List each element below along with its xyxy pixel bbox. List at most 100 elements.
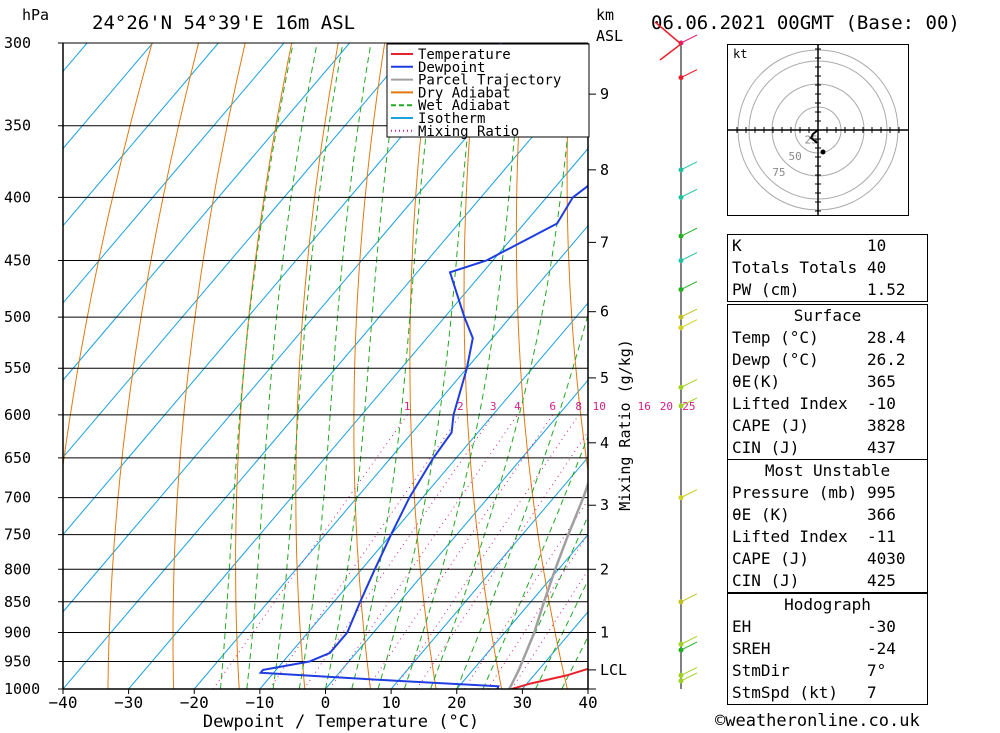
index-row: Temp (°C) 28.4 bbox=[728, 327, 927, 349]
legend-entry: Mixing Ratio bbox=[418, 124, 519, 140]
wet-adiabat-line bbox=[482, 434, 588, 689]
mixing-ratio-line bbox=[268, 414, 461, 689]
index-label: Lifted Index bbox=[732, 527, 848, 546]
dewpoint-profile bbox=[258, 43, 588, 689]
mixing-ratio-line bbox=[487, 533, 588, 689]
mixing-ratio-label: 2 bbox=[457, 400, 464, 413]
wet-adiabat-line bbox=[430, 43, 578, 689]
index-row: CIN (J) 437 bbox=[728, 437, 927, 459]
legend-entry: Dewpoint bbox=[418, 60, 485, 76]
km-tick-label: LCL bbox=[600, 661, 627, 679]
isotherm-line bbox=[128, 147, 588, 689]
index-label: PW (cm) bbox=[732, 280, 800, 299]
wind-barb bbox=[680, 188, 698, 198]
index-row: StmSpd (kt) 7 bbox=[728, 682, 927, 704]
x-tick-label: 40 bbox=[578, 693, 597, 712]
x-tick-label: 30 bbox=[513, 693, 532, 712]
dry-adiabat-line bbox=[943, 43, 1000, 689]
hodograph-ring-label: 50 bbox=[788, 150, 801, 163]
index-value: -11 bbox=[867, 527, 896, 546]
index-label: CIN (J) bbox=[732, 438, 800, 457]
index-value: 1.52 bbox=[867, 280, 906, 299]
index-value: 40 bbox=[867, 258, 887, 277]
dry-adiabat-line bbox=[172, 43, 246, 689]
wind-barb bbox=[680, 397, 698, 407]
index-row: Dewp (°C) 26.2 bbox=[728, 349, 927, 371]
index-label: StmSpd (kt) bbox=[732, 683, 838, 702]
x-tick-label: 10 bbox=[381, 693, 400, 712]
index-label: CAPE (J) bbox=[732, 549, 810, 568]
wind-barb bbox=[680, 252, 698, 262]
index-label: StmDir bbox=[732, 661, 790, 680]
isotherm-line bbox=[390, 456, 588, 689]
isotherm-line bbox=[193, 224, 588, 689]
dry-adiabat-line bbox=[515, 43, 568, 689]
x-tick-label: −10 bbox=[245, 693, 274, 712]
index-row: SREH -24 bbox=[728, 638, 927, 660]
pressure-tick-label: 750 bbox=[4, 526, 31, 544]
index-row: CAPE (J) 3828 bbox=[728, 415, 927, 437]
wind-barb bbox=[680, 489, 698, 499]
pressure-tick-label: 550 bbox=[4, 359, 31, 377]
mixing-ratio-line bbox=[212, 414, 408, 689]
index-value: 28.4 bbox=[867, 328, 906, 347]
asl-unit-label: ASL bbox=[596, 27, 624, 45]
legend-entry: Wet Adiabat bbox=[418, 98, 511, 114]
mixing-ratio-line bbox=[394, 414, 580, 689]
mixing-ratio-label: 20 bbox=[660, 400, 673, 413]
km-tick-label: 6 bbox=[600, 303, 609, 321]
mixing-ratio-label: 16 bbox=[638, 400, 651, 413]
index-value: 366 bbox=[867, 505, 896, 524]
wind-barb bbox=[680, 635, 698, 645]
pressure-tick-label: 850 bbox=[4, 593, 31, 611]
wet-adiabat-line bbox=[535, 579, 588, 689]
wind-barb bbox=[680, 281, 698, 291]
wind-barb bbox=[680, 227, 698, 237]
pressure-tick-label: 450 bbox=[4, 252, 31, 270]
km-tick-label: 9 bbox=[600, 85, 609, 103]
x-axis-title: Dewpoint / Temperature (°C) bbox=[203, 712, 479, 732]
x-tick-label: −30 bbox=[114, 693, 143, 712]
legend-entry: Dry Adiabat bbox=[418, 85, 511, 101]
index-row: θE (K) 366 bbox=[728, 504, 927, 526]
mixing-ratio-label: 10 bbox=[593, 400, 606, 413]
index-label: Totals Totals bbox=[732, 258, 858, 277]
index-row: CIN (J) 425 bbox=[728, 570, 927, 592]
x-tick-label: 0 bbox=[321, 693, 331, 712]
pressure-tick-label: 400 bbox=[4, 188, 31, 206]
wind-barb bbox=[680, 641, 698, 651]
pressure-tick-label: 350 bbox=[4, 117, 31, 135]
km-tick-label: 4 bbox=[600, 434, 609, 452]
index-row: K 10 bbox=[728, 235, 927, 257]
indices-basic-table: K 10 Totals Totals 40 PW (cm) 1.52 bbox=[727, 234, 928, 302]
km-tick-label: 5 bbox=[600, 369, 609, 387]
legend-entry: Parcel Trajectory bbox=[418, 73, 561, 89]
x-tick-label: 20 bbox=[447, 693, 466, 712]
isotherm-line bbox=[63, 43, 416, 459]
wind-barb bbox=[654, 21, 683, 61]
index-row: Totals Totals 40 bbox=[728, 257, 927, 279]
mixing-ratio-label: 4 bbox=[514, 400, 521, 413]
index-row: StmDir 7° bbox=[728, 660, 927, 682]
index-row: EH -30 bbox=[728, 616, 927, 638]
index-value: 7 bbox=[867, 683, 877, 702]
indices-hodograph-table: Hodograph EH -30 SREH -24 StmDir 7° StmSpd (kt… bbox=[727, 593, 928, 705]
mixing-ratio-axis-title: Mixing Ratio (g/kg) bbox=[616, 339, 634, 511]
hodograph-ring-label: 25 bbox=[805, 134, 818, 147]
mixing-ratio-label: 3 bbox=[490, 400, 497, 413]
isotherm-line bbox=[63, 43, 219, 227]
wind-barb bbox=[680, 672, 698, 682]
index-value: 995 bbox=[867, 483, 896, 502]
legend-entry: Temperature bbox=[418, 47, 511, 63]
index-label: Dewp (°C) bbox=[732, 350, 819, 369]
index-label: CAPE (J) bbox=[732, 416, 810, 435]
wind-barb bbox=[680, 34, 698, 44]
index-value: 26.2 bbox=[867, 350, 906, 369]
index-label: CIN (J) bbox=[732, 571, 800, 590]
parcel-trajectory-profile bbox=[508, 480, 588, 689]
km-tick-label: 7 bbox=[600, 233, 609, 251]
wind-barb bbox=[680, 378, 698, 388]
pressure-tick-label: 800 bbox=[4, 560, 31, 578]
index-label: Temp (°C) bbox=[732, 328, 819, 347]
